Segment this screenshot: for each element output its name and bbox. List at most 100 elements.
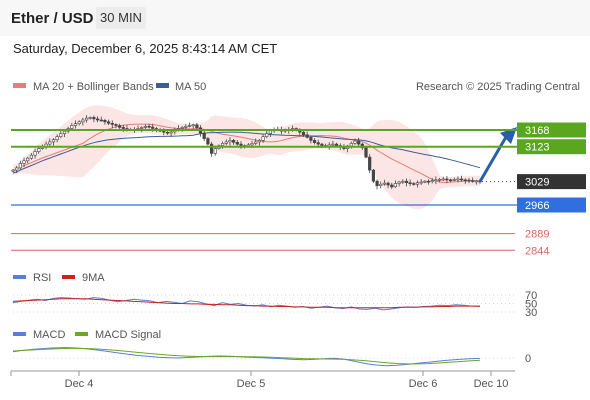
- datetime-label: Saturday, December 6, 2025 8:43:14 AM CE…: [13, 41, 278, 56]
- level-tag-3029: [517, 174, 586, 190]
- candle-body: [265, 133, 269, 137]
- candle-body: [151, 126, 155, 129]
- candle-body: [426, 180, 431, 183]
- candle-body: [55, 136, 59, 140]
- candle-body: [195, 124, 199, 129]
- level-label-3168: 3168: [525, 125, 549, 137]
- candle-body: [257, 140, 262, 143]
- instrument-title: Ether / USD: [11, 10, 94, 27]
- top-bar: Ether / USD 30 MIN: [0, 0, 590, 36]
- timeframe-button[interactable]: 30 MIN: [96, 7, 146, 29]
- candle-body: [261, 136, 265, 141]
- rsi-tick-label: 30: [525, 307, 537, 319]
- price-plot: [11, 105, 517, 210]
- candle-body: [73, 123, 78, 126]
- level-label-3123: 3123: [525, 142, 549, 154]
- projection-arrow-head: [500, 127, 517, 144]
- candle-body: [228, 140, 232, 143]
- ma20-legend-label: MA 20 + Bollinger Bands: [33, 81, 154, 93]
- candle-body: [371, 169, 376, 182]
- candle-body: [379, 183, 383, 186]
- candle-body: [441, 178, 445, 181]
- x-axis: Dec 4 Dec 5 Dec 6 Dec 10: [10, 371, 508, 390]
- candle-body: [419, 181, 423, 184]
- candle-body: [430, 180, 434, 182]
- candle-body: [368, 156, 372, 171]
- candle-body: [353, 140, 357, 144]
- candle-body: [382, 182, 387, 185]
- candle-body: [404, 180, 409, 183]
- candle-body: [471, 180, 475, 182]
- candle-body: [401, 180, 405, 183]
- candle-body: [434, 179, 438, 182]
- candle-body: [386, 182, 390, 186]
- candle-body: [29, 154, 34, 159]
- candle-body: [408, 182, 412, 184]
- candle-body: [165, 131, 170, 134]
- projection-arrow-shaft: [478, 136, 508, 183]
- ma50-legend-swatch: [156, 83, 169, 88]
- candle-body: [162, 130, 166, 133]
- candle-body: [312, 140, 317, 143]
- candle-body: [22, 160, 26, 164]
- rsi-ma-legend-swatch: [62, 275, 75, 279]
- x-tick-label: Dec 5: [237, 378, 266, 390]
- candle-body: [423, 180, 427, 183]
- macd-signal-line: [12, 347, 481, 365]
- candle-body: [445, 178, 449, 181]
- candle-body: [206, 138, 210, 145]
- candle-body: [140, 127, 144, 129]
- candle-body: [99, 119, 103, 122]
- macd-signal-legend-label: MACD Signal: [95, 329, 161, 341]
- rsi-ma-legend-label: 9MA: [82, 272, 105, 284]
- candle-body: [81, 119, 85, 123]
- candle-body: [180, 127, 184, 129]
- rsi-legend-label: RSI: [33, 272, 51, 284]
- candle-body: [26, 157, 30, 162]
- price-levels: 3168 3123 3029 2966 2889 2844: [11, 122, 586, 257]
- candle-body: [191, 124, 195, 127]
- candle-body: [467, 179, 471, 182]
- candle-body: [415, 182, 420, 185]
- candle-body: [187, 125, 192, 127]
- candle-body: [107, 121, 111, 124]
- macd-tick-label: 0: [525, 353, 531, 365]
- macd-plot: 0: [12, 347, 531, 367]
- candle-body: [301, 131, 306, 136]
- level-label-3029: 3029: [525, 177, 549, 189]
- level-label-2844: 2844: [525, 245, 549, 257]
- candle-body: [169, 131, 173, 134]
- macd-legend-label: MACD: [33, 329, 65, 341]
- ma50-line: [12, 131, 481, 174]
- candle-body: [452, 179, 456, 181]
- candle-body: [59, 133, 63, 137]
- x-tick-label: Dec 6: [409, 378, 438, 390]
- candle-body: [143, 126, 148, 128]
- bollinger-band: [13, 105, 480, 210]
- level-tag-3168: [517, 122, 586, 138]
- candle-body: [254, 141, 258, 144]
- level-tag-3123: [517, 139, 586, 155]
- candle-body: [334, 143, 339, 146]
- candle-body: [213, 148, 217, 154]
- candle-body: [37, 148, 41, 152]
- candle-body: [70, 125, 74, 129]
- candle-body: [375, 180, 379, 186]
- candle-body: [110, 123, 114, 125]
- candle-body: [305, 134, 309, 138]
- candle-body: [357, 140, 361, 145]
- candle-body: [202, 132, 206, 139]
- candle-body: [121, 127, 125, 129]
- candle-body: [412, 183, 416, 185]
- candle-body: [11, 169, 15, 172]
- candle-body: [33, 151, 37, 156]
- rsi-legend-swatch: [13, 275, 26, 279]
- ma50-legend-label: MA 50: [175, 81, 206, 93]
- candle-body: [239, 143, 243, 146]
- candle-body: [320, 143, 324, 146]
- candle-body: [96, 118, 100, 121]
- candle-body: [309, 137, 313, 141]
- candle-body: [448, 179, 453, 182]
- candle-body: [364, 147, 368, 158]
